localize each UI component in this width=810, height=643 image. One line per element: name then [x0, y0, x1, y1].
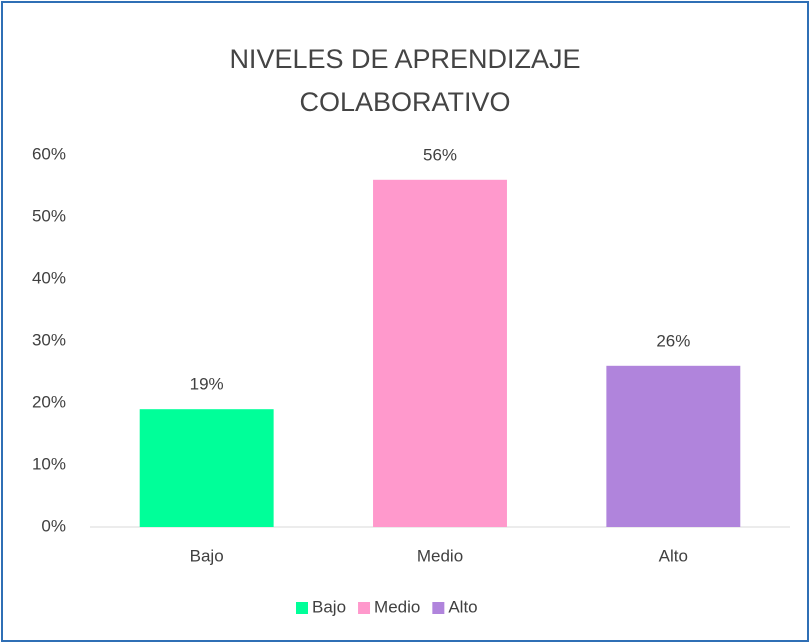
y-tick-label: 20%: [32, 392, 66, 411]
bar: [139, 409, 274, 527]
y-tick-label: 10%: [32, 454, 66, 473]
value-label: 19%: [190, 375, 224, 394]
value-label: 26%: [656, 331, 690, 350]
chart-title: NIVELES DE APRENDIZAJE COLABORATIVO: [229, 44, 581, 117]
legend-swatch: [432, 602, 445, 614]
x-tick-label: Medio: [417, 546, 463, 565]
y-tick-label: 0%: [41, 516, 66, 535]
legend-label: Medio: [374, 597, 420, 616]
bar: [606, 365, 741, 527]
x-tick-label: Alto: [659, 546, 688, 565]
bar: [373, 179, 507, 528]
value-label: 56%: [423, 145, 457, 164]
y-tick-label: 60%: [32, 144, 66, 163]
x-tick-label: Bajo: [190, 546, 224, 565]
y-tick-label: 50%: [32, 206, 66, 225]
legend-label: Bajo: [312, 597, 346, 616]
legend-swatch: [358, 602, 371, 614]
legend-swatch: [296, 602, 308, 614]
y-tick-label: 30%: [32, 330, 66, 349]
y-tick-label: 40%: [32, 268, 66, 287]
legend-label: Alto: [448, 597, 477, 616]
